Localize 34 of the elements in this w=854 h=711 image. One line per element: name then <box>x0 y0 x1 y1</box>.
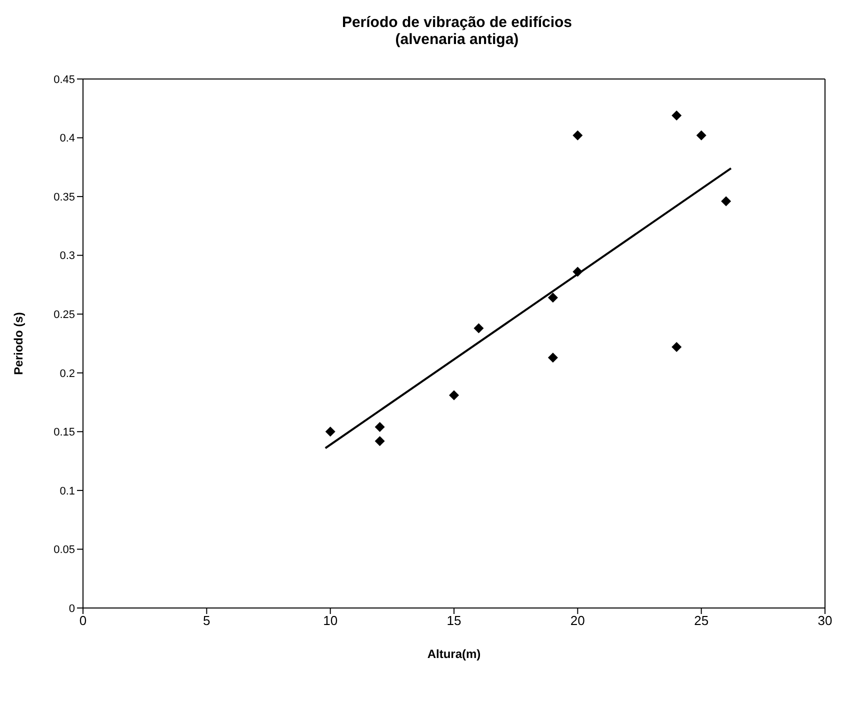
point <box>721 196 732 206</box>
point <box>374 436 385 446</box>
y-tick-label: 0.2 <box>60 368 75 380</box>
point <box>325 426 336 437</box>
y-tick-label: 0.05 <box>54 544 75 556</box>
x-tick-label: 20 <box>570 613 585 628</box>
point <box>548 292 558 303</box>
point <box>672 342 682 352</box>
point <box>449 390 459 400</box>
x-tick-label: 25 <box>694 613 709 628</box>
x-tick-label: 30 <box>818 613 832 628</box>
x-tick-label: 5 <box>203 613 210 628</box>
y-tick-label: 0.45 <box>54 74 75 86</box>
x-axis-title: Altura(m) <box>427 647 481 661</box>
x-tick-label: 0 <box>79 613 87 628</box>
point <box>696 130 706 140</box>
y-tick-label: 0 <box>68 602 75 615</box>
point <box>672 110 682 120</box>
point <box>572 130 583 140</box>
y-tick-label: 0.1 <box>60 485 75 498</box>
point <box>548 352 558 363</box>
chart-title: Período de vibração de edifícios <box>340 14 574 31</box>
y-tick-label: 0.25 <box>54 309 75 322</box>
y-tick-label: 0.3 <box>60 250 75 262</box>
chart-subtitle: (alvenaria antiga) <box>394 31 520 48</box>
y-axis-title: Periodo (s) <box>11 312 26 375</box>
x-tick-label: 10 <box>323 613 338 628</box>
y-tick-label: 0.4 <box>60 132 75 145</box>
point <box>474 323 484 334</box>
x-tick-label: 15 <box>446 613 462 628</box>
point <box>374 422 385 432</box>
y-tick-label: 0.15 <box>54 426 75 439</box>
y-tick-label: 0.35 <box>54 191 75 204</box>
point <box>572 266 583 277</box>
